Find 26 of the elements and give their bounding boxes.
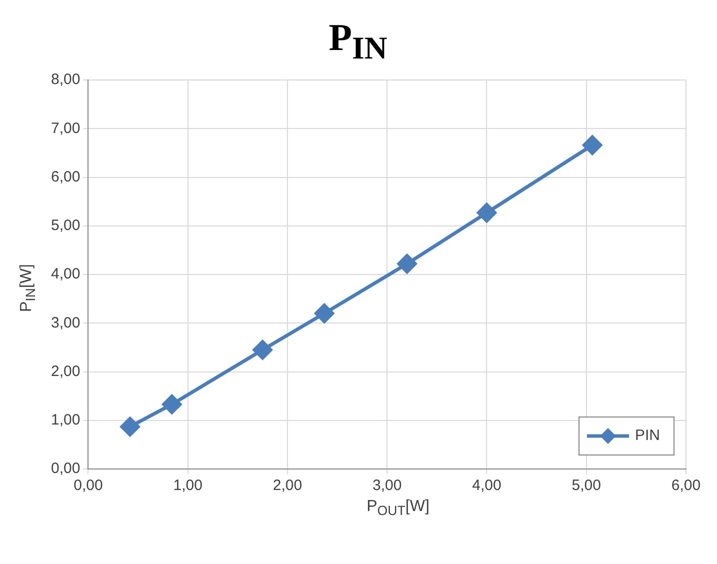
- y-tick-label: 7,00: [50, 120, 80, 137]
- y-tick-label: 4,00: [50, 266, 80, 283]
- y-tick-label: 8,00: [50, 71, 80, 88]
- x-tick-label: 0,00: [74, 477, 103, 494]
- x-tick-label: 1,00: [173, 477, 202, 494]
- x-tick-label: 5,00: [572, 477, 601, 494]
- point: [476, 202, 496, 222]
- point: [120, 416, 140, 436]
- legend-label: PIN: [634, 427, 660, 444]
- point: [397, 254, 417, 274]
- point: [162, 394, 182, 414]
- y-tick-label: 0,00: [50, 460, 80, 478]
- y-tick-label: 6,00: [50, 168, 80, 186]
- y-tick-label: 3,00: [50, 314, 80, 332]
- x-tick-label: 2,00: [272, 477, 302, 494]
- x-tick-label: 3,00: [372, 477, 402, 494]
- y-tick-label: 1,00: [50, 412, 80, 429]
- point: [314, 304, 334, 324]
- point: [582, 135, 602, 155]
- x-tick-label: 6,00: [671, 477, 701, 494]
- x-axis-title: P$_{OUT}$[W]: [366, 498, 430, 518]
- y-tick-label: 2,00: [50, 362, 80, 380]
- x-tick-label: 4,00: [472, 477, 502, 494]
- chart-title: P$_{IN}$: [328, 16, 388, 68]
- point: [252, 340, 272, 360]
- y-tick-label: 5,00: [50, 217, 80, 234]
